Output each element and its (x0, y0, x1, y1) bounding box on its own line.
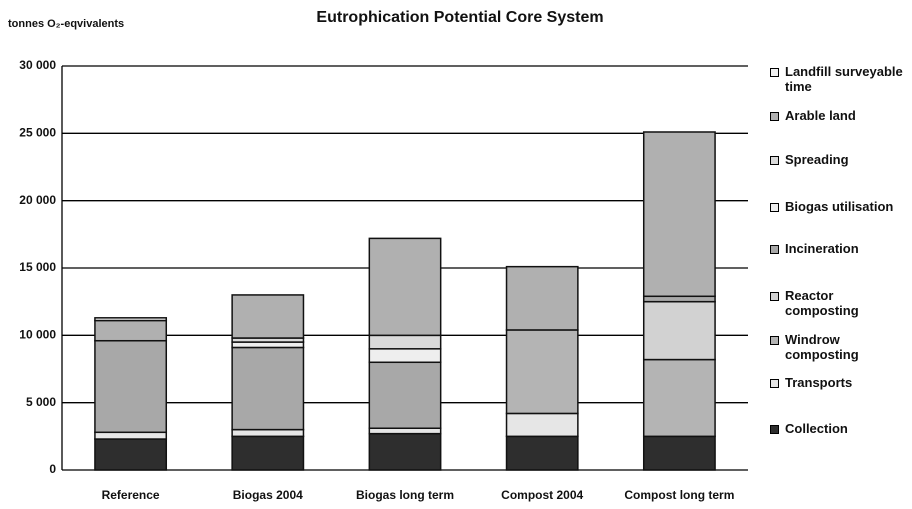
y-tick-label: 20 000 (19, 193, 56, 207)
legend-item: Arable land (770, 108, 908, 123)
legend-swatch (770, 245, 779, 254)
legend-swatch (770, 336, 779, 345)
legend-label: Transports (785, 375, 853, 390)
legend-item: Biogas utilisation (770, 199, 908, 214)
bar-segment (94, 438, 168, 471)
legend-item: Incineration (770, 241, 908, 256)
y-tick-label: 10 000 (19, 328, 56, 342)
bar-segment (505, 265, 579, 331)
bar-segment (94, 319, 168, 342)
x-tick-label: Biogas long term (356, 488, 454, 502)
bar-segment (94, 431, 168, 440)
x-tick-label: Compost long term (624, 488, 734, 502)
bar-segment (505, 412, 579, 438)
bar-segment (368, 348, 442, 364)
bar-segment (368, 237, 442, 337)
legend-label: Collection (785, 421, 848, 436)
legend-swatch (770, 425, 779, 434)
bar-segment (231, 294, 305, 339)
legend-label: Spreading (785, 152, 849, 167)
bar-segment (94, 317, 168, 322)
legend-item: Windrow composting (770, 332, 908, 362)
legend-item: Spreading (770, 152, 908, 167)
bar-segment (642, 295, 716, 303)
legend-item: Landfill surveyable time (770, 64, 908, 94)
legend-swatch (770, 292, 779, 301)
bar-segment (231, 435, 305, 471)
bar-segment (231, 346, 305, 431)
x-tick-label: Compost 2004 (501, 488, 583, 502)
y-tick-label: 15 000 (19, 260, 56, 274)
y-tick-label: 30 000 (19, 58, 56, 72)
bar-segment (231, 341, 305, 349)
legend-item: Transports (770, 375, 908, 390)
legend-label: Biogas utilisation (785, 199, 894, 214)
y-axis-label: tonnes O₂-eqvivalents (8, 18, 124, 30)
legend-label: Arable land (785, 108, 856, 123)
x-tick-label: Reference (102, 488, 160, 502)
bar-segment (368, 334, 442, 350)
bar-segment (642, 300, 716, 361)
legend-swatch (770, 68, 779, 77)
legend-swatch (770, 203, 779, 212)
y-tick-label: 25 000 (19, 126, 56, 140)
bar-segment (231, 428, 305, 438)
x-tick-label: Biogas 2004 (233, 488, 303, 502)
bar-segment (94, 339, 168, 434)
bar-segment (642, 358, 716, 438)
bar-segment (368, 432, 442, 471)
legend-label: Windrow composting (785, 332, 859, 362)
y-tick-label: 5 000 (26, 395, 56, 409)
bar-segment (642, 131, 716, 298)
legend-label: Incineration (785, 241, 859, 256)
legend-item: Collection (770, 421, 908, 436)
legend-item: Reactor composting (770, 288, 908, 318)
legend-swatch (770, 379, 779, 388)
y-tick-label: 0 (49, 462, 56, 476)
bar-segment (368, 361, 442, 430)
bar-segment (505, 329, 579, 415)
legend-label: Reactor composting (785, 288, 859, 318)
legend-swatch (770, 156, 779, 165)
bar-segment (368, 427, 442, 435)
legend-label: Landfill surveyable time (785, 64, 903, 94)
bar-segment (505, 435, 579, 471)
bar-segment (642, 435, 716, 471)
legend-swatch (770, 112, 779, 121)
chart-title: Eutrophication Potential Core System (316, 9, 603, 26)
